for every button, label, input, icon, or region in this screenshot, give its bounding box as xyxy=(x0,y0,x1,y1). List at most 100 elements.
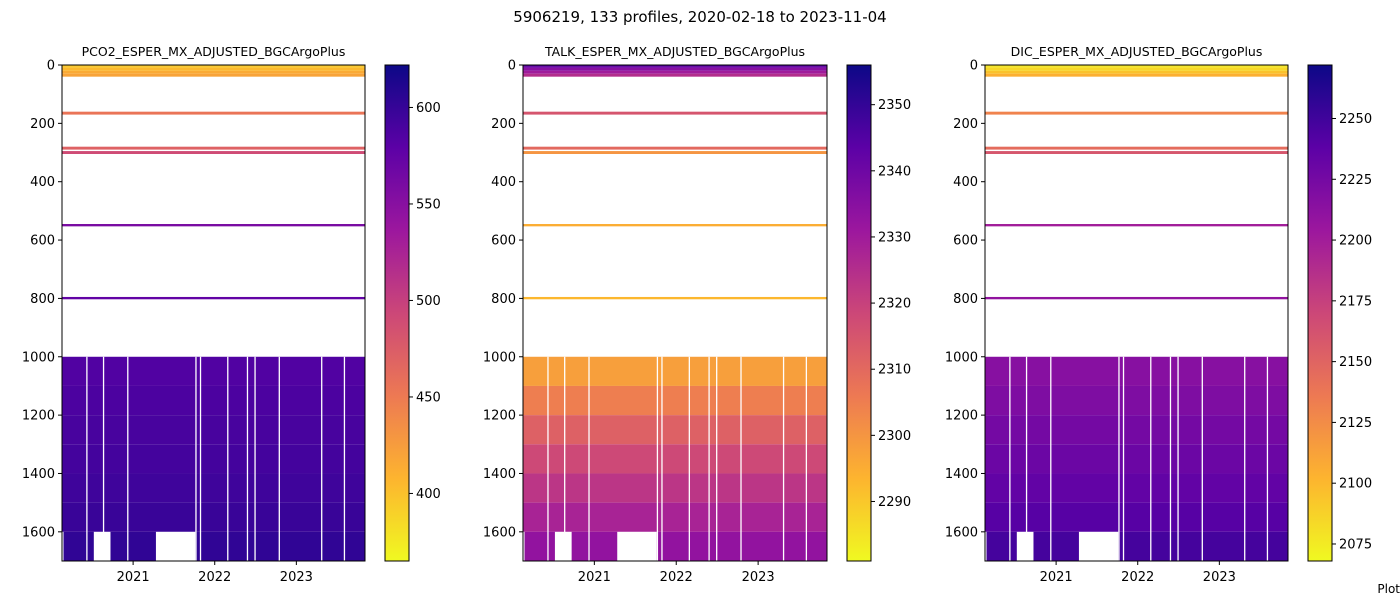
colorbar-tick-label: 2340 xyxy=(878,164,911,179)
depth-band xyxy=(523,385,827,416)
colorbar-tick-label: 500 xyxy=(416,294,441,309)
depth-band xyxy=(62,70,365,74)
depth-band xyxy=(985,415,1288,445)
profile-gap xyxy=(278,356,280,561)
depth-band xyxy=(985,65,1288,67)
depth-band xyxy=(523,73,827,77)
profile-gap xyxy=(661,356,663,561)
profile-gap xyxy=(1266,356,1269,561)
y-tick-label: 1600 xyxy=(22,525,55,540)
y-tick-label: 400 xyxy=(953,175,978,190)
footer-text: Plot xyxy=(1377,582,1400,596)
depth-band xyxy=(985,146,1288,150)
depth-band xyxy=(62,356,365,386)
colorbar-tick-label: 450 xyxy=(416,390,441,405)
y-tick-label: 1400 xyxy=(22,467,55,482)
depth-band xyxy=(62,111,365,115)
depth-band xyxy=(62,66,365,68)
profile-gap xyxy=(227,356,229,561)
colorbar-tick-label: 2330 xyxy=(878,230,911,245)
profile-gap xyxy=(127,356,129,561)
depth-band xyxy=(62,151,365,154)
profile-gap xyxy=(547,356,549,561)
x-tick-label: 2023 xyxy=(1203,570,1236,585)
missing-data xyxy=(617,531,657,561)
y-tick-label: 1000 xyxy=(483,350,516,365)
y-tick-label: 800 xyxy=(30,292,55,307)
depth-band xyxy=(985,531,1288,561)
depth-band xyxy=(523,151,827,154)
axes-frame xyxy=(61,64,366,562)
depth-band xyxy=(985,73,1288,77)
profile-gap xyxy=(1050,356,1052,561)
y-tick-label: 0 xyxy=(508,59,516,74)
colorbar-tick-label: 2250 xyxy=(1339,112,1372,127)
colorbar-tick-label: 2310 xyxy=(878,363,911,378)
profile-gap xyxy=(588,356,590,561)
x-tick-label: 2021 xyxy=(578,570,611,585)
colorbar-tick-label: 2150 xyxy=(1339,355,1372,370)
y-tick-label: 600 xyxy=(491,234,516,249)
depth-band xyxy=(62,146,365,150)
profile-gap xyxy=(1169,356,1172,561)
colorbar-tick-label: 2320 xyxy=(878,297,911,312)
depth-band xyxy=(62,444,365,474)
depth-band xyxy=(985,67,1288,71)
depth-band xyxy=(985,66,1288,68)
y-tick-label: 400 xyxy=(30,175,55,190)
colorbar xyxy=(1307,64,1333,562)
colorbar-tick-label: 600 xyxy=(416,101,441,116)
colorbar-tick-label: 2125 xyxy=(1339,416,1372,431)
depth-band xyxy=(523,473,827,503)
profile-gap xyxy=(343,356,346,561)
profile-gap xyxy=(195,356,197,561)
y-tick-label: 1400 xyxy=(483,467,516,482)
colorbar-tick-label: 2075 xyxy=(1339,537,1372,552)
colorbar-tick-label: 2225 xyxy=(1339,173,1372,188)
depth-band xyxy=(62,224,365,227)
depth-band xyxy=(985,296,1288,300)
y-tick-label: 800 xyxy=(491,292,516,307)
depth-band xyxy=(62,65,365,67)
colorbar-tick-label: 2300 xyxy=(878,429,911,444)
profile-gap xyxy=(656,356,659,561)
y-tick-label: 1000 xyxy=(22,350,55,365)
profile-gap xyxy=(740,356,742,561)
colorbar-tick-label: 2100 xyxy=(1339,477,1372,492)
profile-gap xyxy=(708,356,710,561)
depth-band xyxy=(62,296,365,300)
colorbar-tick-label: 2175 xyxy=(1339,294,1372,309)
profile-gap xyxy=(1201,356,1203,561)
depth-band xyxy=(62,502,365,532)
profile-gap xyxy=(86,356,88,561)
depth-band xyxy=(523,531,827,561)
y-tick-label: 1200 xyxy=(945,409,978,424)
y-tick-label: 1600 xyxy=(945,525,978,540)
depth-band xyxy=(523,415,827,445)
profile-gap xyxy=(1122,356,1125,561)
colorbar-tick-label: 2290 xyxy=(878,495,911,510)
depth-band xyxy=(523,444,827,474)
missing-data xyxy=(1078,531,1119,561)
axes-frame xyxy=(984,64,1289,562)
axes-frame xyxy=(522,64,828,562)
colorbar-tick-label: 400 xyxy=(416,487,441,502)
depth-band xyxy=(985,224,1288,227)
depth-band xyxy=(523,356,827,386)
profile-gap xyxy=(805,356,808,561)
x-tick-label: 2022 xyxy=(660,570,693,585)
profile-gap xyxy=(688,356,690,561)
y-tick-label: 0 xyxy=(970,59,978,74)
missing-data xyxy=(1016,531,1034,561)
missing-data xyxy=(985,531,987,561)
depth-band xyxy=(523,502,827,532)
depth-band xyxy=(985,444,1288,474)
x-tick-label: 2023 xyxy=(280,570,313,585)
depth-band xyxy=(62,67,365,71)
profile-gap xyxy=(199,356,202,561)
subplot-title: TALK_ESPER_MX_ADJUSTED_BGCArgoPlus xyxy=(544,44,805,59)
subplot-title: DIC_ESPER_MX_ADJUSTED_BGCArgoPlus xyxy=(1011,44,1263,59)
y-tick-label: 600 xyxy=(953,234,978,249)
